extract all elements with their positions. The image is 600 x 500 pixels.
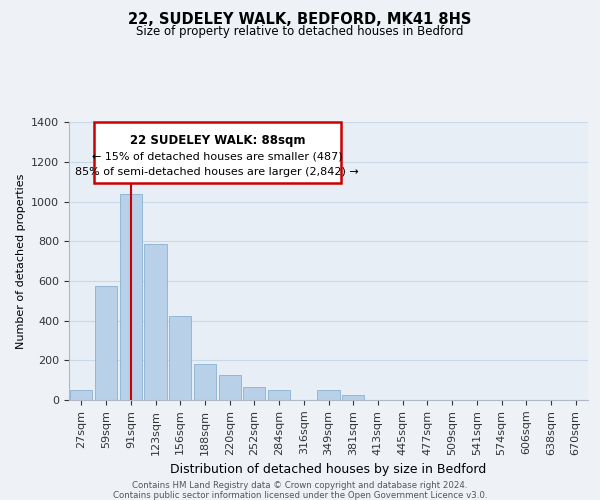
Text: Size of property relative to detached houses in Bedford: Size of property relative to detached ho…	[136, 25, 464, 38]
Text: Contains public sector information licensed under the Open Government Licence v3: Contains public sector information licen…	[113, 491, 487, 500]
Text: ← 15% of detached houses are smaller (487): ← 15% of detached houses are smaller (48…	[92, 151, 343, 161]
Bar	[194, 364, 216, 400]
Bar	[218, 375, 241, 400]
Bar	[70, 390, 92, 400]
Text: 85% of semi-detached houses are larger (2,842) →: 85% of semi-detached houses are larger (…	[76, 167, 359, 177]
Bar	[119, 194, 142, 400]
Text: Contains HM Land Registry data © Crown copyright and database right 2024.: Contains HM Land Registry data © Crown c…	[132, 481, 468, 490]
FancyBboxPatch shape	[94, 122, 341, 183]
Bar	[317, 390, 340, 400]
Bar	[268, 390, 290, 400]
X-axis label: Distribution of detached houses by size in Bedford: Distribution of detached houses by size …	[170, 463, 487, 476]
Bar	[342, 395, 364, 400]
Text: 22 SUDELEY WALK: 88sqm: 22 SUDELEY WALK: 88sqm	[130, 134, 305, 147]
Y-axis label: Number of detached properties: Number of detached properties	[16, 174, 26, 349]
Bar	[95, 286, 117, 400]
Text: 22, SUDELEY WALK, BEDFORD, MK41 8HS: 22, SUDELEY WALK, BEDFORD, MK41 8HS	[128, 12, 472, 28]
Bar	[243, 387, 265, 400]
Bar	[169, 316, 191, 400]
Bar	[145, 244, 167, 400]
